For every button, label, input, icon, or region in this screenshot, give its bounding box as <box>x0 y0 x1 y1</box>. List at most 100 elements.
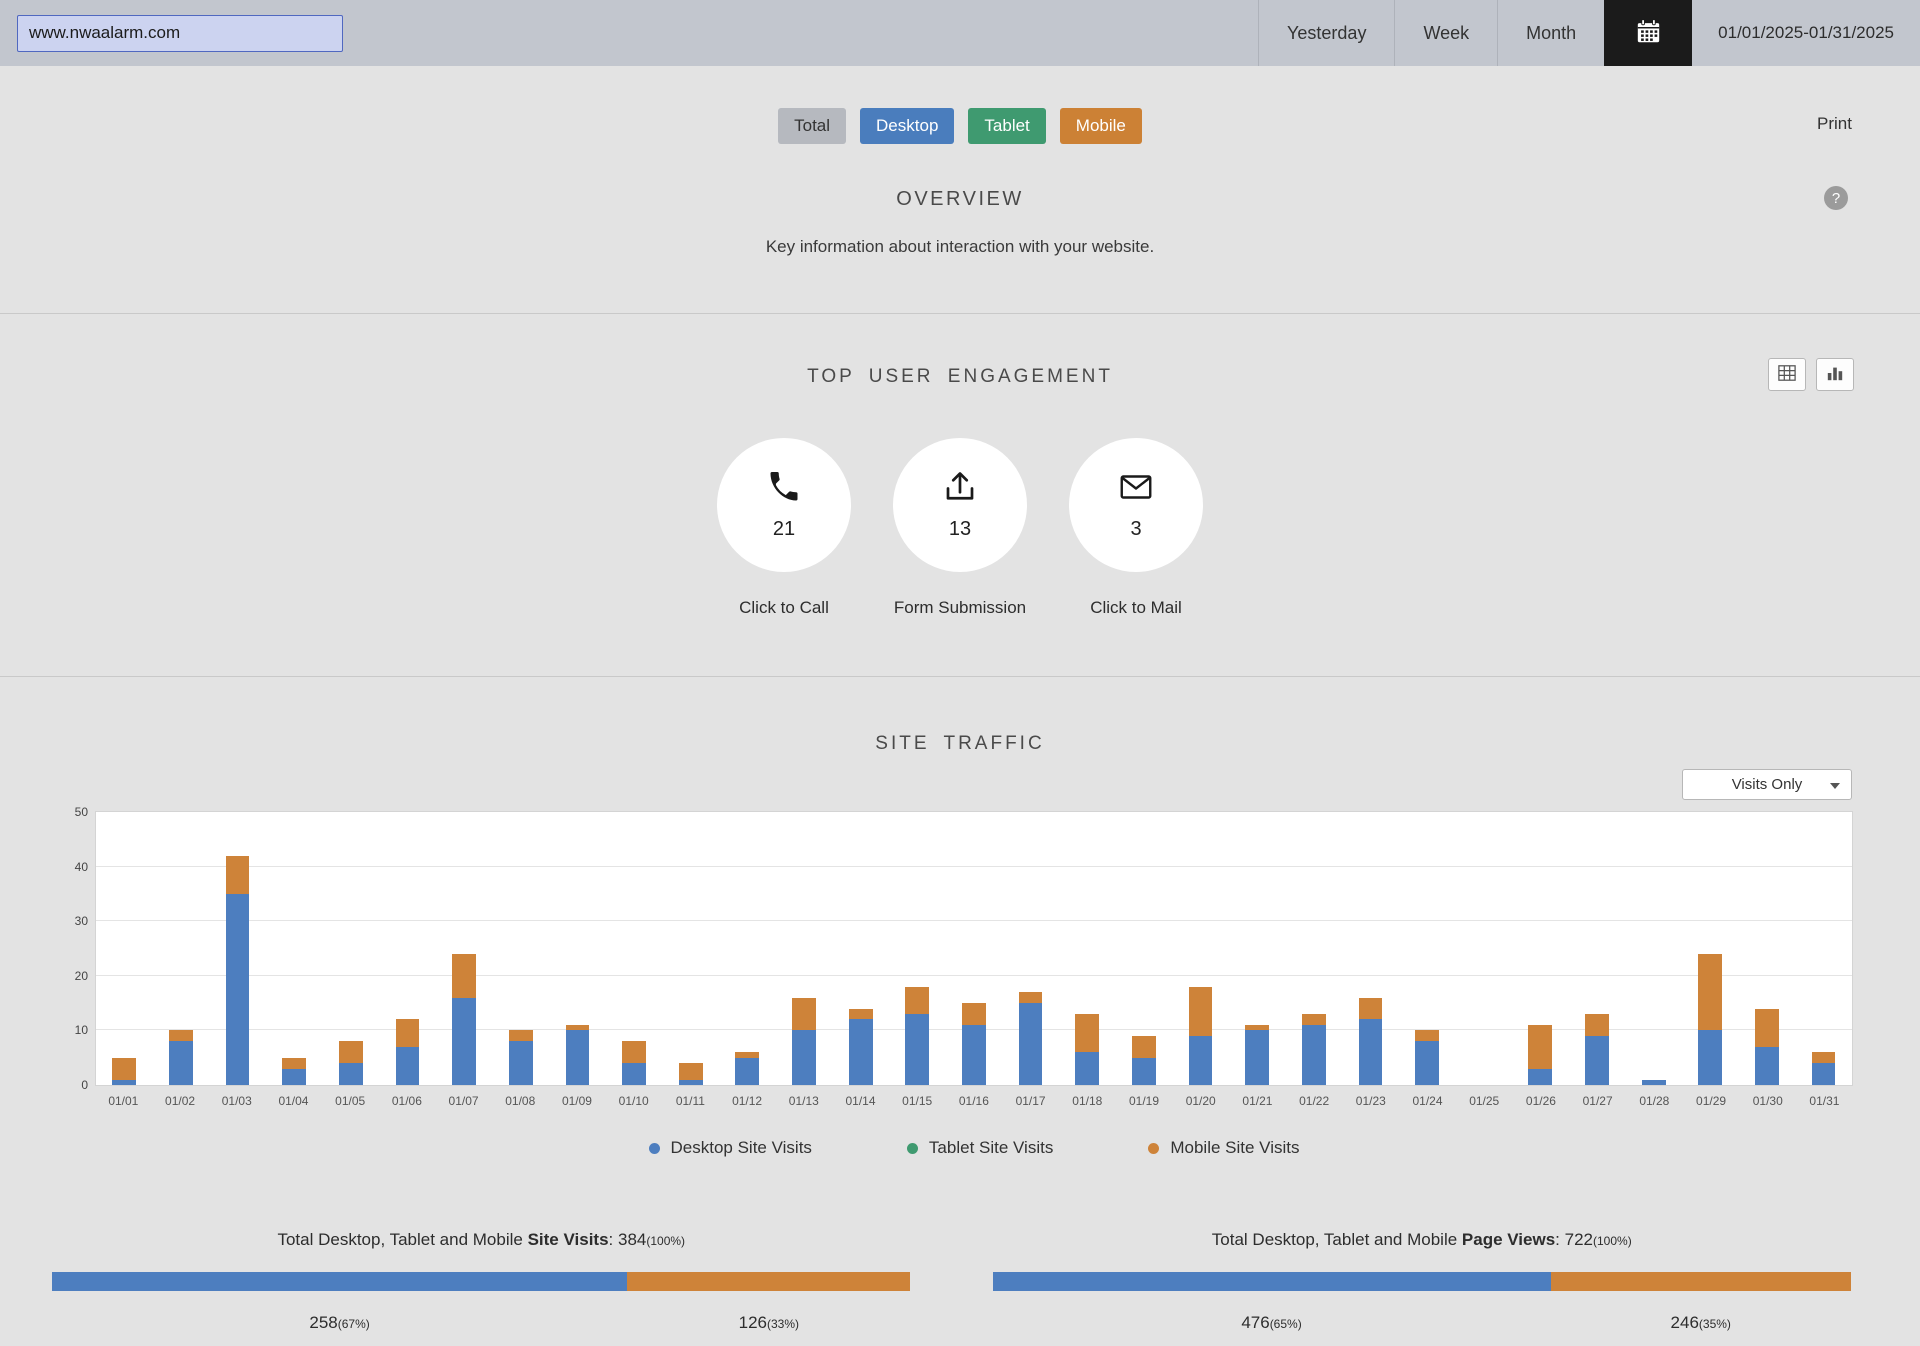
metric-click-to-mail: 3 Click to Mail <box>1069 438 1203 618</box>
summary-bar <box>52 1272 911 1291</box>
divider <box>1497 0 1499 66</box>
legend-item: Desktop Site Visits <box>648 1138 812 1158</box>
bar-column-01-22[interactable] <box>1285 812 1342 1085</box>
filter-tablet-button[interactable]: Tablet <box>968 108 1046 144</box>
bar-column-01-28[interactable] <box>1625 812 1682 1085</box>
bar-stack <box>1415 812 1439 1085</box>
bar-stack <box>225 812 250 1085</box>
bar-column-01-18[interactable] <box>1059 812 1116 1085</box>
bar-column-01-25[interactable] <box>1455 812 1512 1085</box>
bar-segment <box>848 1008 873 1020</box>
divider <box>1258 0 1260 66</box>
bar-segment <box>1755 1008 1779 1047</box>
traffic-view-dropdown[interactable]: Visits Only <box>1682 769 1852 800</box>
bar-stack <box>565 812 590 1085</box>
x-tick-label: 01/21 <box>1242 1094 1273 1108</box>
x-tick-label: 01/10 <box>618 1094 649 1108</box>
bar-stack <box>962 812 986 1085</box>
bar-column-01-05[interactable] <box>323 812 380 1085</box>
bar-stack <box>1301 812 1326 1085</box>
summary-title: Total Desktop, Tablet and Mobile Page Vi… <box>993 1230 1852 1250</box>
bar-column-01-15[interactable] <box>889 812 946 1085</box>
url-input[interactable] <box>17 14 343 52</box>
bar-column-01-20[interactable] <box>1172 812 1229 1085</box>
bar-segment <box>1528 1068 1553 1085</box>
bar-column-01-04[interactable] <box>266 812 323 1085</box>
summary-bar-segment <box>52 1272 628 1291</box>
bar-stack <box>678 812 703 1085</box>
help-icon[interactable]: ? <box>1824 186 1848 210</box>
bar-stack <box>338 812 363 1085</box>
bar-segment <box>338 1041 363 1064</box>
bar-column-01-21[interactable] <box>1229 812 1286 1085</box>
filter-desktop-button[interactable]: Desktop <box>860 108 955 144</box>
bar-segment <box>622 1041 646 1064</box>
bar-column-01-10[interactable] <box>606 812 663 1085</box>
bar-column-01-23[interactable] <box>1342 812 1399 1085</box>
date-range-label: 01/01/2025-01/31/2025 <box>1718 23 1894 42</box>
bar-stack <box>848 812 873 1085</box>
summary-segment-label: 258(67%) <box>309 1313 370 1332</box>
filter-total-button[interactable]: Total <box>778 108 847 144</box>
bar-column-01-01[interactable] <box>96 812 153 1085</box>
summary-row: Total Desktop, Tablet and Mobile Site Vi… <box>0 1230 1920 1333</box>
bar-column-01-11[interactable] <box>662 812 719 1085</box>
bar-stack <box>1188 812 1213 1085</box>
site-visits-summary: Total Desktop, Tablet and Mobile Site Vi… <box>0 1230 960 1333</box>
x-tick-label: 01/18 <box>1072 1094 1103 1108</box>
bar-column-01-02[interactable] <box>153 812 210 1085</box>
x-tick-label: 01/15 <box>902 1094 933 1108</box>
bar-stack <box>169 812 193 1085</box>
bar-column-01-27[interactable] <box>1569 812 1626 1085</box>
bar-column-01-12[interactable] <box>719 812 776 1085</box>
bar-column-01-03[interactable] <box>209 812 266 1085</box>
bar-column-01-26[interactable] <box>1512 812 1569 1085</box>
metric-circle[interactable]: 3 <box>1069 438 1203 572</box>
bar-segment <box>1301 1014 1326 1025</box>
bar-column-01-16[interactable] <box>946 812 1003 1085</box>
x-tick-label: 01/09 <box>561 1094 592 1108</box>
bar-column-01-24[interactable] <box>1399 812 1456 1085</box>
bar-segment <box>225 855 250 894</box>
print-link[interactable]: Print <box>1817 114 1852 133</box>
legend-label: Desktop Site Visits <box>670 1138 812 1157</box>
bar-column-01-29[interactable] <box>1682 812 1739 1085</box>
metric-value: 3 <box>1130 518 1142 540</box>
chart-legend: Desktop Site Visits Tablet Site Visits Mob… <box>95 1138 1853 1158</box>
metric-label: Form Submission <box>893 598 1027 617</box>
gridline <box>96 865 1852 867</box>
traffic-title: SITE TRAFFIC <box>875 733 1045 754</box>
legend-dot <box>1148 1142 1160 1154</box>
bar-segment <box>792 997 816 1031</box>
bar-column-01-06[interactable] <box>379 812 436 1085</box>
calendar-button[interactable] <box>1604 0 1693 66</box>
bar-column-01-09[interactable] <box>549 812 606 1085</box>
metric-label: Click to Mail <box>1090 598 1182 617</box>
bar-column-01-19[interactable] <box>1116 812 1173 1085</box>
metric-circle[interactable]: 21 <box>717 438 851 572</box>
metric-circle[interactable]: 13 <box>893 438 1027 572</box>
bar-column-01-17[interactable] <box>1002 812 1059 1085</box>
range-yesterday-button[interactable]: Yesterday <box>1259 0 1394 66</box>
bar-column-01-31[interactable] <box>1795 812 1852 1085</box>
filter-mobile-button[interactable]: Mobile <box>1059 108 1142 144</box>
range-month-button[interactable]: Month <box>1498 0 1604 66</box>
bar-segment <box>1131 1057 1156 1085</box>
bar-column-01-13[interactable] <box>776 812 833 1085</box>
bar-segment <box>225 893 250 1085</box>
bar-column-01-08[interactable] <box>492 812 549 1085</box>
bar-column-01-30[interactable] <box>1739 812 1796 1085</box>
bar-segment <box>1301 1024 1326 1085</box>
chart-view-button[interactable] <box>1816 358 1854 391</box>
table-view-button[interactable] <box>1768 358 1806 391</box>
bar-segment <box>1131 1035 1156 1058</box>
range-week-button[interactable]: Week <box>1395 0 1497 66</box>
bar-column-01-14[interactable] <box>832 812 889 1085</box>
x-tick-label: 01/20 <box>1185 1094 1216 1108</box>
bar-segment <box>282 1057 307 1069</box>
bar-column-01-07[interactable] <box>436 812 493 1085</box>
metric-value: 21 <box>772 518 796 540</box>
engagement-section: TOP USER ENGAGEMENT <box>0 314 1920 677</box>
x-tick-label: 01/01 <box>108 1094 139 1108</box>
gridline <box>96 920 1852 922</box>
